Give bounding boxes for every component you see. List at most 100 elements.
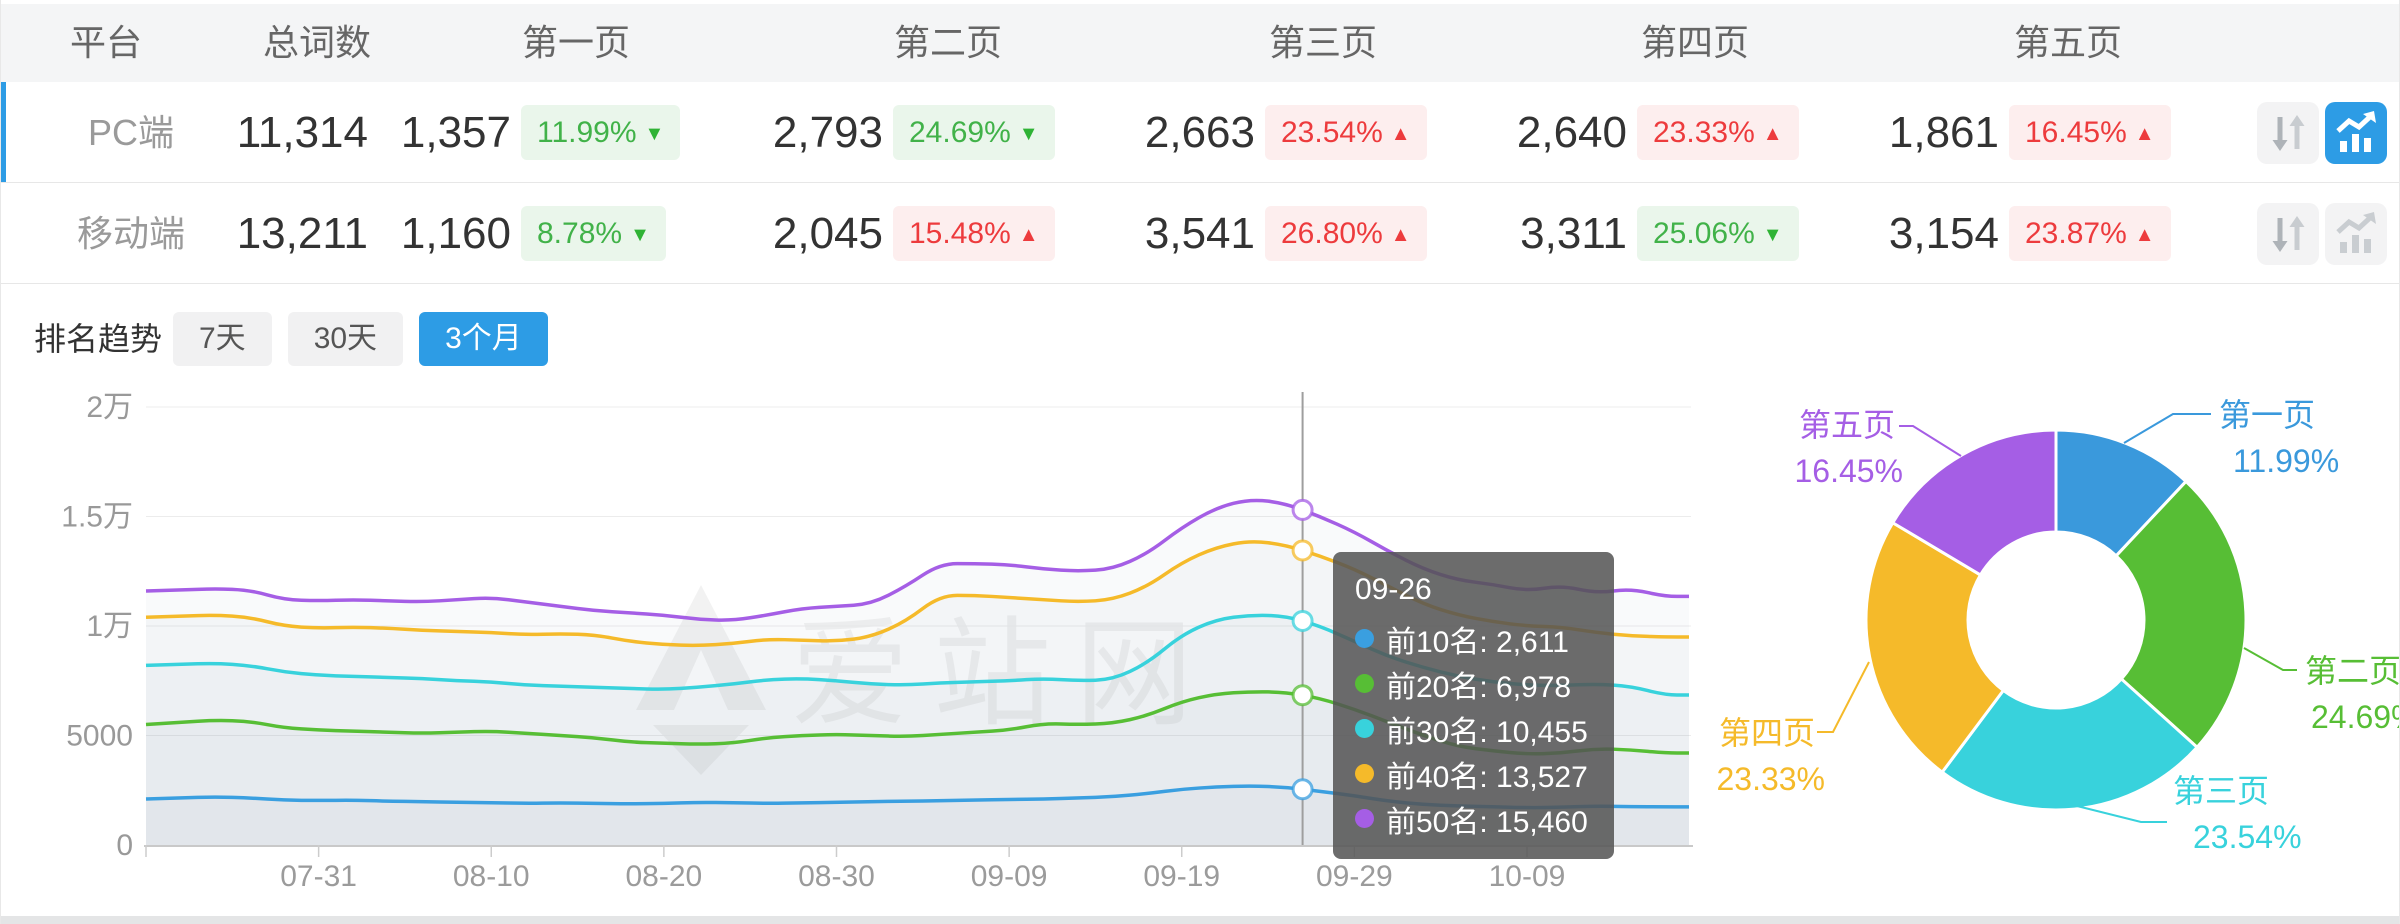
table-row[interactable]: PC端 11,314 1,357 11.99% ▼ 2,793 24.69% ▼ 2,663 23… [1, 82, 2399, 183]
change-percent: 11.99% [537, 116, 637, 149]
y-axis-tick-label: 1.5万 [61, 501, 133, 534]
donut-slice-第二页[interactable] [2114, 479, 2248, 750]
tab-3个月[interactable]: 3个月 [419, 312, 548, 366]
donut-slice-percent: 16.45% [1794, 453, 1903, 489]
x-axis-tick-label: 10-09 [1489, 860, 1566, 893]
table-header-cell: 总词数 [262, 22, 372, 63]
crosshair-marker [1291, 684, 1314, 707]
series-color-dot [1355, 719, 1374, 738]
table-header: 平台 总词数 第一页 第二页 第三页 第四页 第五页 [1, 4, 2399, 83]
page-bottom-strip [1, 916, 2399, 924]
tooltip-series-row: 前20名: 6,978 [1355, 661, 1588, 706]
donut-slice-label: 第二页 [2305, 653, 2400, 689]
show-trend-button[interactable] [2325, 203, 2387, 265]
crosshair-marker [1291, 609, 1314, 632]
crosshair-marker [1291, 498, 1314, 521]
table-header-cell: 平台 [69, 22, 143, 63]
table-header-cell: 第三页 [1268, 22, 1378, 63]
series-color-dot [1355, 809, 1374, 828]
page-2-count: 2,793 [772, 108, 883, 157]
page-2-change-badge: 24.69% ▼ [893, 105, 1055, 160]
y-axis-tick-label: 1万 [86, 610, 133, 643]
change-percent: 25.06% [1653, 217, 1755, 250]
y-axis-tick-label: 0 [116, 829, 133, 862]
page-3-count: 2,663 [1144, 108, 1255, 157]
y-axis-tick-label: 2万 [86, 391, 133, 424]
donut-slice-percent: 23.33% [1716, 761, 1825, 797]
change-percent: 24.69% [909, 116, 1011, 149]
trend-range-tabs: 7天 30天 3个月 [173, 312, 548, 366]
trend-chart-icon [2336, 111, 2376, 152]
sort-arrows-icon [2272, 216, 2305, 252]
sort-arrows-icon [2272, 115, 2305, 151]
trend-section-title: 排名趋势 [34, 321, 163, 357]
tooltip-series-row: 前10名: 2,611 [1355, 616, 1588, 661]
tab-7天[interactable]: 7天 [173, 312, 272, 366]
donut-slice-第五页[interactable] [1890, 428, 2058, 578]
donut-slice-percent: 24.69% [2311, 699, 2400, 735]
donut-slice-label: 第五页 [1799, 407, 1895, 443]
x-axis-tick-label: 08-20 [626, 860, 703, 893]
tooltip-series-value: 前30名: 10,455 [1386, 715, 1588, 749]
table-header-cell: 第一页 [521, 22, 631, 63]
series-color-dot [1355, 764, 1374, 783]
change-percent: 23.54% [1281, 116, 1383, 149]
donut-label-leader-line [1899, 425, 1962, 457]
x-axis-tick-label: 07-31 [280, 860, 357, 893]
change-percent: 26.80% [1281, 217, 1383, 250]
page-3-change-badge: 26.80% ▲ [1265, 206, 1427, 261]
arrow-up-icon: ▲ [1390, 123, 1411, 145]
tooltip-series-value: 前40名: 13,527 [1386, 760, 1588, 794]
x-axis-tick-label: 09-19 [1143, 860, 1220, 893]
page-2-count: 2,045 [772, 209, 883, 258]
page-distribution-donut-chart: 第一页 11.99% 第二页 24.69% 第三页 23.54% 第四页 23.33% 第五页 1… [1716, 397, 2400, 855]
x-axis-tick-label: 08-30 [798, 860, 875, 893]
sort-button[interactable] [2257, 102, 2319, 164]
table-header-cell: 第五页 [2013, 22, 2123, 63]
platform-label: PC端 [87, 112, 174, 153]
table-header-cell: 第二页 [893, 22, 1003, 63]
donut-label-leader-line [1817, 661, 1870, 733]
selected-row-indicator [1, 82, 6, 182]
show-trend-button[interactable] [2325, 102, 2387, 164]
tooltip-series-value: 前20名: 6,978 [1386, 670, 1572, 704]
page-5-count: 1,861 [1888, 108, 1999, 157]
page-4-count: 3,311 [1520, 209, 1627, 258]
page-3-count: 3,541 [1144, 209, 1255, 258]
table-header-cell: 第四页 [1640, 22, 1750, 63]
arrow-up-icon: ▲ [1018, 224, 1039, 246]
page-1-count: 1,357 [400, 108, 511, 157]
page-1-count: 1,160 [400, 209, 511, 258]
page-5-change-badge: 23.87% ▲ [2009, 206, 2171, 261]
change-percent: 15.48% [909, 217, 1011, 250]
arrow-up-icon: ▲ [1390, 224, 1411, 246]
chart-tooltip: 09-26 前10名: 2,611 前20名: 6,978 前30名: 10,455… [1333, 552, 1614, 859]
tooltip-series-row: 前50名: 15,460 [1355, 796, 1588, 841]
tab-30天[interactable]: 30天 [287, 312, 404, 366]
arrow-down-icon: ▼ [630, 224, 650, 246]
change-percent: 8.78% [537, 217, 623, 250]
tooltip-series-row: 前40名: 13,527 [1355, 751, 1588, 796]
sort-button[interactable] [2257, 203, 2319, 265]
donut-slice-percent: 23.54% [2193, 819, 2302, 855]
tooltip-series-value: 前50名: 15,460 [1386, 805, 1588, 839]
page-5-change-badge: 16.45% ▲ [2009, 105, 2171, 160]
x-axis-tick-label: 09-29 [1316, 860, 1393, 893]
arrow-down-icon: ▼ [644, 123, 665, 145]
crosshair-marker [1291, 778, 1314, 801]
page-2-change-badge: 15.48% ▲ [893, 206, 1055, 261]
donut-slice-第四页[interactable] [1864, 520, 2006, 775]
donut-slice-第三页[interactable] [1940, 676, 2200, 812]
y-axis-tick-label: 5000 [66, 720, 133, 753]
x-axis-tick-label: 09-09 [971, 860, 1048, 893]
page-3-change-badge: 23.54% ▲ [1265, 105, 1427, 160]
platform-label: 移动端 [76, 213, 185, 254]
total-keywords-value: 13,211 [236, 209, 368, 258]
series-color-dot [1355, 629, 1374, 648]
table-row[interactable]: 移动端 13,211 1,160 8.78% ▼ 2,045 15.48% ▲ 3,541 26.… [1, 183, 2399, 284]
page-4-count: 2,640 [1516, 108, 1627, 157]
total-keywords-value: 11,314 [236, 108, 368, 157]
donut-label-leader-line [2243, 647, 2297, 671]
page-1-change-badge: 11.99% ▼ [521, 105, 681, 160]
